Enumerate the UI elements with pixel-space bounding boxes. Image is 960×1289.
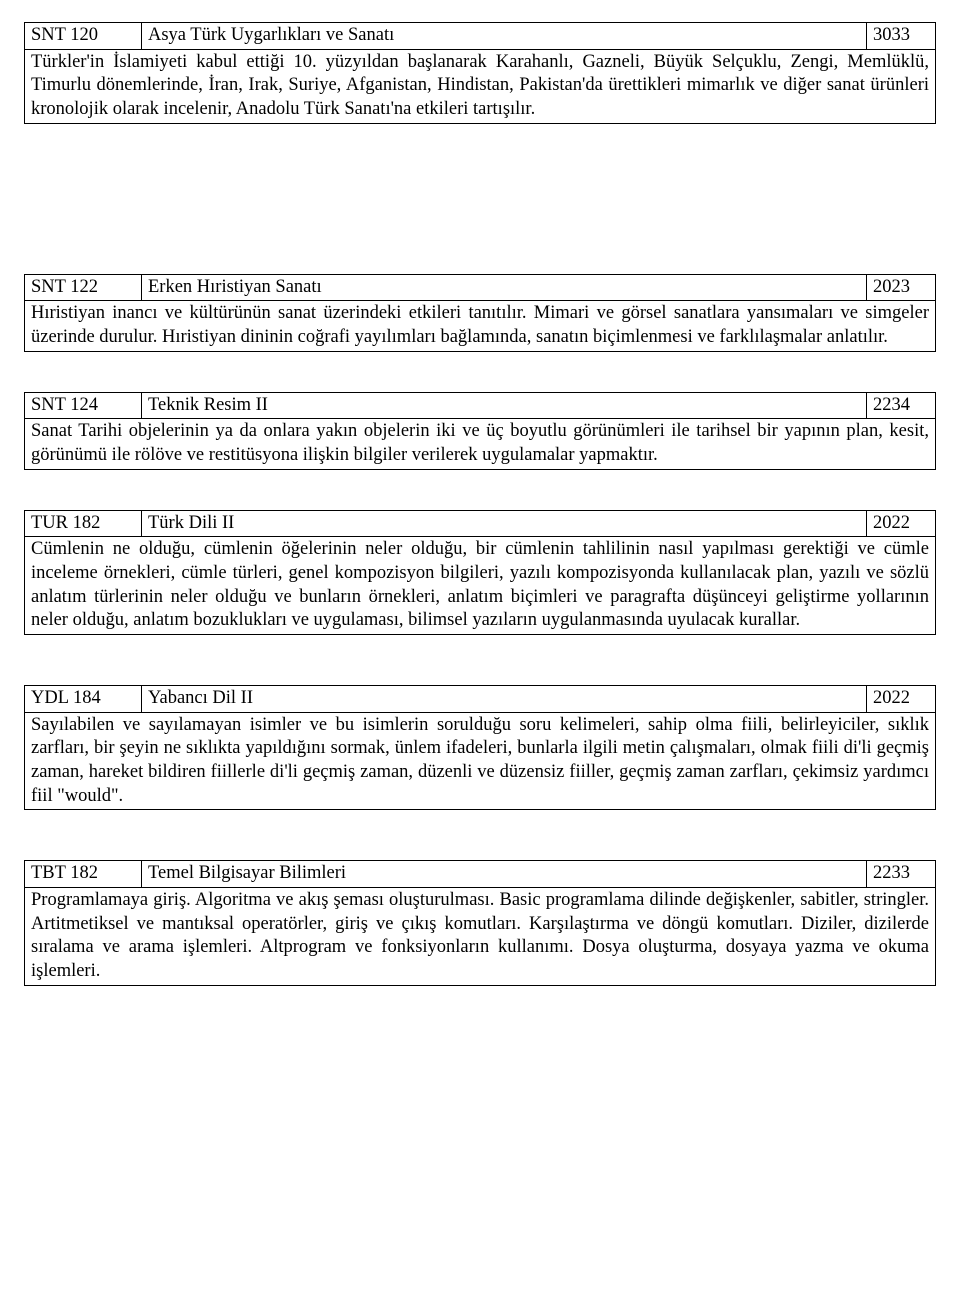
course-number: 2022 <box>867 510 936 537</box>
course-number: 2233 <box>867 861 936 888</box>
course-description: Türkler'in İslamiyeti kabul ettiği 10. y… <box>25 49 936 123</box>
course-description: Sanat Tarihi objelerinin ya da onlara ya… <box>25 419 936 469</box>
course-number: 2234 <box>867 392 936 419</box>
course-table: SNT 120Asya Türk Uygarlıkları ve Sanatı3… <box>24 22 936 124</box>
course-title: Asya Türk Uygarlıkları ve Sanatı <box>142 23 867 50</box>
course-code: SNT 120 <box>25 23 142 50</box>
course-code: TBT 182 <box>25 861 142 888</box>
course-description: Cümlenin ne olduğu, cümlenin öğelerinin … <box>25 537 936 635</box>
course-table: SNT 122Erken Hıristiyan Sanatı2023Hırist… <box>24 274 936 352</box>
course-block: SNT 120Asya Türk Uygarlıkları ve Sanatı3… <box>24 22 936 124</box>
course-code: SNT 124 <box>25 392 142 419</box>
spacer <box>24 635 936 685</box>
course-block: YDL 184Yabancı Dil II2022Sayılabilen ve … <box>24 685 936 810</box>
course-block: SNT 124Teknik Resim II2234Sanat Tarihi o… <box>24 392 936 470</box>
spacer <box>24 470 936 510</box>
course-description: Sayılabilen ve sayılamayan isimler ve bu… <box>25 712 936 810</box>
course-block: TBT 182Temel Bilgisayar Bilimleri2233Pro… <box>24 860 936 985</box>
course-table: YDL 184Yabancı Dil II2022Sayılabilen ve … <box>24 685 936 810</box>
course-block: SNT 122Erken Hıristiyan Sanatı2023Hırist… <box>24 274 936 352</box>
course-table: SNT 124Teknik Resim II2234Sanat Tarihi o… <box>24 392 936 470</box>
spacer <box>24 124 936 274</box>
course-code: SNT 122 <box>25 274 142 301</box>
course-description: Programlamaya giriş. Algoritma ve akış ş… <box>25 888 936 986</box>
course-code: YDL 184 <box>25 686 142 713</box>
course-title: Temel Bilgisayar Bilimleri <box>142 861 867 888</box>
course-block: TUR 182Türk Dili II2022Cümlenin ne olduğ… <box>24 510 936 635</box>
course-title: Yabancı Dil II <box>142 686 867 713</box>
spacer <box>24 352 936 392</box>
course-table: TBT 182Temel Bilgisayar Bilimleri2233Pro… <box>24 860 936 985</box>
course-table: TUR 182Türk Dili II2022Cümlenin ne olduğ… <box>24 510 936 635</box>
course-number: 2023 <box>867 274 936 301</box>
course-list: SNT 120Asya Türk Uygarlıkları ve Sanatı3… <box>24 22 936 986</box>
course-number: 2022 <box>867 686 936 713</box>
course-description: Hıristiyan inancı ve kültürünün sanat üz… <box>25 301 936 351</box>
course-code: TUR 182 <box>25 510 142 537</box>
spacer <box>24 810 936 860</box>
course-number: 3033 <box>867 23 936 50</box>
course-title: Türk Dili II <box>142 510 867 537</box>
course-title: Teknik Resim II <box>142 392 867 419</box>
course-title: Erken Hıristiyan Sanatı <box>142 274 867 301</box>
